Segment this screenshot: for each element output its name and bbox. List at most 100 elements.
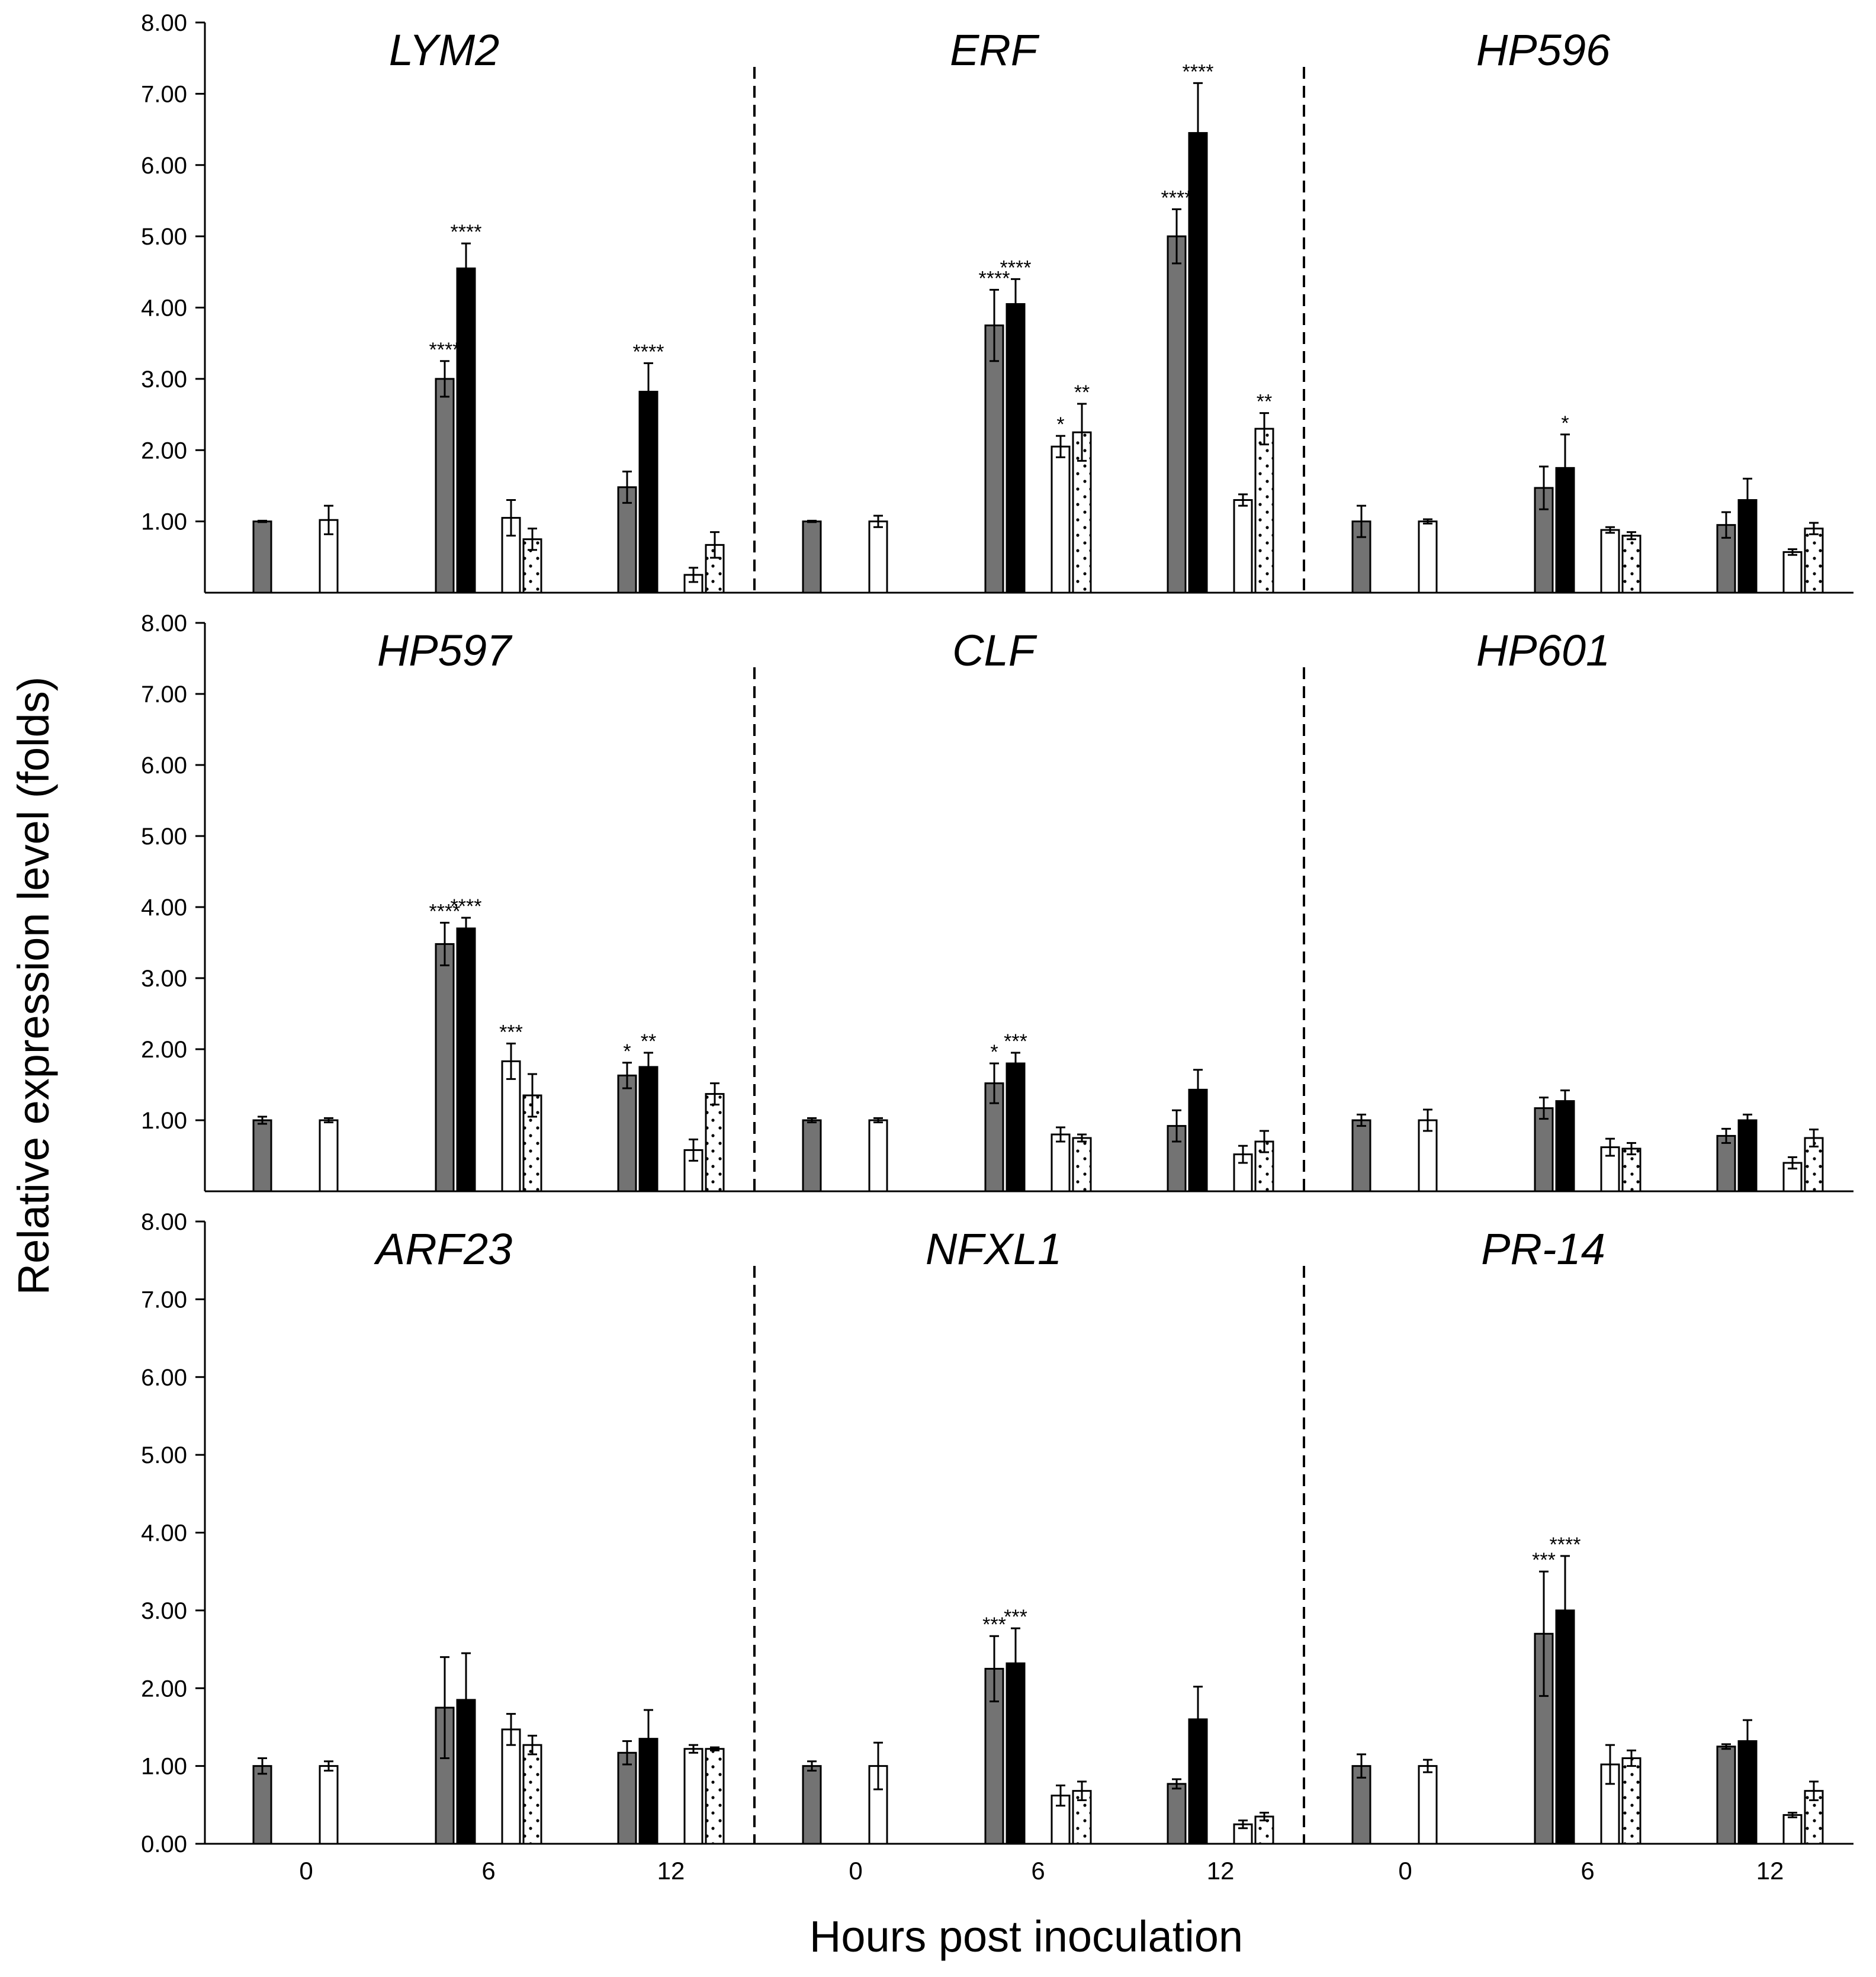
x-tick-label: 12 — [1756, 1857, 1784, 1885]
y-tick-label: 2.00 — [141, 1676, 187, 1702]
bar-dotted — [705, 1093, 725, 1192]
significance-marker: *** — [982, 1613, 1006, 1636]
bar-gray — [1716, 1745, 1736, 1845]
bar-white — [501, 1728, 521, 1845]
x-tick-label: 12 — [657, 1857, 685, 1885]
bar-black — [638, 391, 658, 594]
significance-marker: **** — [429, 339, 461, 361]
bar-gray — [1716, 1134, 1736, 1192]
y-tick-label: 4.00 — [141, 1520, 187, 1547]
plot-area: 8.007.006.005.004.003.002.001.00LYM2****… — [141, 10, 1853, 1885]
bar-white — [1051, 445, 1071, 594]
significance-marker: ** — [1257, 391, 1272, 413]
bar-gray — [435, 378, 455, 594]
bar-white — [501, 1060, 521, 1192]
y-tick-label: 4.00 — [141, 895, 187, 921]
bar-gray — [1534, 1107, 1554, 1192]
bar-dotted — [705, 1748, 725, 1845]
chart-row: 8.00 7.00 6.00 5.00 4.00 3.00 2.00 1.00 0.00 ARF2… — [141, 1209, 1853, 1885]
bar-gray — [435, 943, 455, 1192]
bar-white — [1233, 1153, 1253, 1192]
significance-marker: **** — [979, 267, 1010, 290]
significance-marker: **** — [1000, 256, 1032, 279]
gene-title: HP601 — [1476, 626, 1610, 675]
significance-marker: **** — [1550, 1534, 1581, 1556]
gene-title: ERF — [950, 25, 1040, 75]
bar-white — [683, 1748, 704, 1845]
bar-white — [1600, 529, 1620, 594]
bar-white — [1051, 1133, 1071, 1192]
bar-gray — [1167, 1783, 1187, 1845]
significance-marker: **** — [429, 900, 461, 922]
bar-gray — [252, 1119, 272, 1192]
bar-dotted — [1254, 427, 1274, 594]
x-axis-label: Hours post inoculation — [809, 1912, 1243, 1961]
bar-white — [1782, 551, 1803, 594]
significance-marker: *** — [1004, 1606, 1027, 1628]
gene-panel: LYM2 **** **** **** — [252, 25, 725, 594]
bar-dotted — [1621, 535, 1641, 594]
bar-dotted — [1804, 528, 1824, 594]
bar-black — [638, 1738, 658, 1845]
bar-black — [456, 267, 476, 594]
bar-dotted — [522, 1744, 542, 1845]
bar-gray — [1167, 235, 1187, 594]
significance-marker: **** — [451, 221, 482, 243]
significance-marker: ** — [1074, 381, 1090, 404]
bar-gray — [617, 1074, 637, 1192]
y-tick-label: 7.00 — [141, 1287, 187, 1313]
y-tick-label: 8.00 — [141, 10, 187, 36]
y-tick-label: 8.00 — [141, 1209, 187, 1235]
significance-marker: * — [990, 1041, 998, 1063]
bar-dotted — [1621, 1757, 1641, 1845]
y-tick-label: 6.00 — [141, 753, 187, 779]
gene-title: CLF — [952, 626, 1037, 675]
gene-panel: ARF23 0 6 12 — [252, 1224, 725, 1885]
y-tick-label: 0.00 — [141, 1831, 187, 1857]
bar-black — [456, 927, 476, 1192]
y-tick-label: 7.00 — [141, 81, 187, 107]
gene-panel: CLF* *** — [802, 626, 1274, 1192]
y-tick-label: 8.00 — [141, 610, 187, 637]
gene-panel: HP596 * — [1351, 25, 1824, 594]
y-tick-label: 6.00 — [141, 153, 187, 179]
x-tick-label: 6 — [1581, 1857, 1594, 1885]
bar-white — [1233, 499, 1253, 594]
significance-marker: *** — [1532, 1549, 1556, 1571]
bar-white — [868, 520, 888, 594]
significance-marker: **** — [451, 895, 482, 918]
bar-dotted — [1254, 1140, 1274, 1192]
bar-gray — [252, 520, 272, 594]
y-tick-label: 4.00 — [141, 295, 187, 322]
bar-gray — [802, 1119, 822, 1192]
y-tick-label: 1.00 — [141, 509, 187, 535]
significance-marker: * — [1056, 413, 1064, 436]
significance-marker: *** — [499, 1021, 523, 1043]
bar-white — [319, 1119, 339, 1192]
y-tick-label: 7.00 — [141, 681, 187, 708]
bar-white — [1782, 1814, 1803, 1845]
chart-row: 8.007.006.005.004.003.002.001.00HP597***… — [141, 610, 1853, 1192]
bar-dotted — [1072, 1137, 1092, 1192]
gene-title: ARF23 — [374, 1224, 512, 1274]
chart-row: 8.007.006.005.004.003.002.001.00LYM2****… — [141, 10, 1853, 594]
significance-marker: ** — [641, 1030, 656, 1053]
y-tick-label: 6.00 — [141, 1365, 187, 1391]
significance-marker: * — [623, 1040, 631, 1063]
x-tick-label: 0 — [299, 1857, 313, 1885]
bar-gray — [802, 520, 822, 594]
significance-marker: **** — [633, 340, 664, 363]
gene-title: HP596 — [1476, 25, 1611, 75]
bar-gray — [252, 1765, 272, 1845]
y-tick-label: 3.00 — [141, 367, 187, 393]
bar-white — [1418, 520, 1438, 594]
bar-black — [1737, 1119, 1758, 1192]
significance-marker: **** — [1161, 187, 1193, 209]
y-tick-label: 5.00 — [141, 1442, 187, 1468]
x-tick-label: 6 — [1031, 1857, 1045, 1885]
bar-black — [1188, 132, 1208, 594]
gene-title: LYM2 — [389, 25, 500, 75]
significance-marker: **** — [1183, 60, 1214, 83]
bar-white — [319, 1765, 339, 1845]
y-tick-label: 5.00 — [141, 224, 187, 250]
